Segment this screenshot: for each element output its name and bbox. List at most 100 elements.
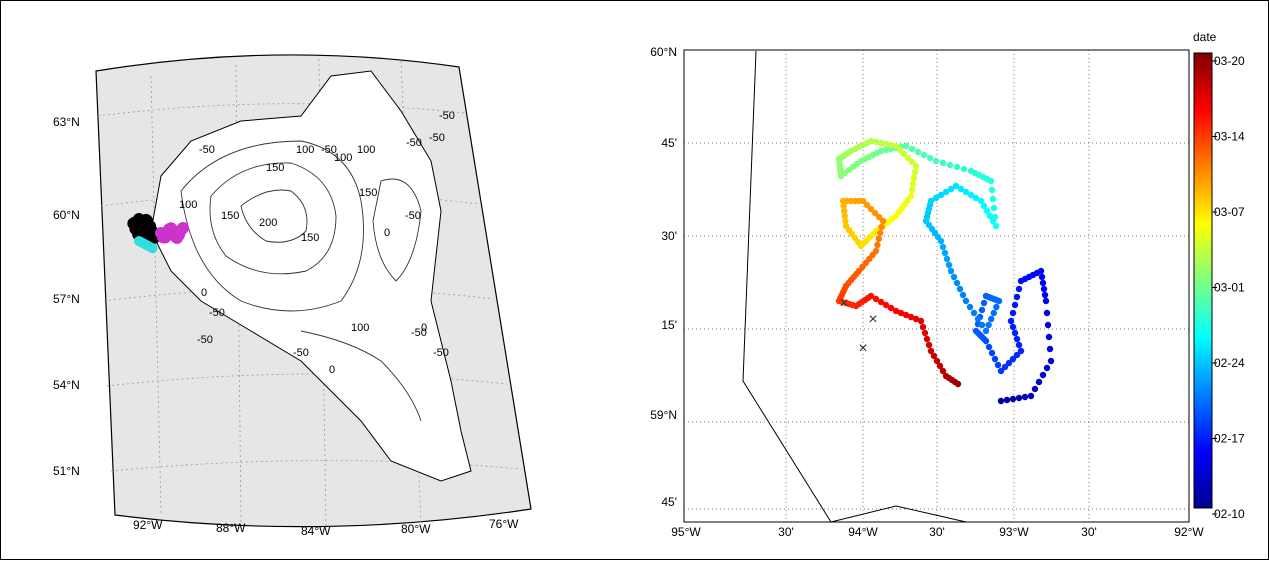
track-point — [939, 159, 947, 167]
track-point — [912, 315, 920, 323]
release-marker: × — [858, 340, 867, 357]
right-lon-label: 93°W — [999, 525, 1029, 539]
track-point — [875, 213, 883, 221]
colorbar-gradient — [1193, 52, 1213, 509]
contour-label: 100 — [296, 144, 314, 156]
contour-label: 150 — [266, 162, 284, 174]
track-point — [997, 367, 1005, 375]
track-point — [945, 261, 953, 269]
track-point — [953, 279, 961, 287]
track-point — [1045, 333, 1053, 341]
right-lon-label: 30' — [1081, 525, 1097, 539]
track-point — [900, 150, 908, 158]
track-point — [882, 301, 890, 309]
left-tracks — [127, 213, 189, 254]
colorbar-tick-label: 03-20 — [1214, 54, 1245, 68]
track-point — [1013, 351, 1021, 359]
track-point — [1027, 392, 1035, 400]
track-point — [995, 297, 1003, 305]
track-point — [877, 298, 885, 306]
track-point — [977, 197, 985, 205]
track-point — [989, 195, 997, 203]
track-point — [1009, 323, 1017, 331]
track-point — [1040, 285, 1048, 293]
track-point — [879, 217, 887, 225]
contour-label: -50 — [199, 144, 215, 156]
track-point — [871, 209, 879, 217]
track-point — [1043, 364, 1051, 372]
left-lat-label: 57°N — [53, 292, 80, 306]
track-point — [983, 207, 991, 215]
track-point — [967, 167, 975, 175]
track-point — [941, 249, 949, 257]
track-point — [1015, 341, 1023, 349]
contour-label: 100 — [179, 199, 197, 211]
track-point — [953, 163, 961, 171]
track-point — [991, 355, 999, 363]
track-point — [908, 186, 916, 194]
track-point — [993, 303, 1000, 311]
track-point — [917, 317, 925, 325]
track-point — [867, 205, 875, 213]
track-point — [904, 154, 912, 162]
track-point — [1013, 293, 1021, 301]
track-point — [908, 145, 916, 153]
contour-label: 150 — [359, 187, 377, 199]
track-point — [910, 174, 918, 182]
track-point — [974, 315, 982, 323]
contour-label: 100 — [357, 144, 375, 156]
track-point — [902, 311, 910, 319]
track-point — [896, 146, 904, 154]
track-point — [985, 343, 993, 351]
track-point — [842, 222, 850, 230]
right-lat-label: 59°N — [650, 408, 677, 422]
track-point — [978, 306, 986, 314]
track-point — [988, 349, 996, 357]
contour-label: -50 — [321, 144, 337, 156]
track-point — [957, 185, 965, 193]
track-point — [859, 197, 867, 205]
contour-label: 200 — [259, 217, 277, 229]
track-point — [992, 222, 1000, 230]
track-point — [877, 229, 884, 237]
track-point — [937, 191, 945, 199]
track-point — [909, 180, 917, 188]
track-point — [932, 157, 940, 165]
left-lon-label: 88°W — [216, 521, 246, 535]
track-point — [1009, 395, 1017, 403]
track-point — [936, 362, 944, 370]
left-lon-label: 84°W — [301, 524, 331, 538]
track-point — [980, 299, 988, 307]
track-point — [923, 335, 931, 343]
contour-label: -50 — [197, 334, 213, 346]
track-point — [950, 273, 958, 281]
right-lon-label: 30' — [929, 525, 945, 539]
track-point — [920, 151, 928, 159]
track-point — [1039, 371, 1047, 379]
track-point — [1046, 345, 1054, 353]
track-point — [1001, 363, 1009, 371]
track-point — [867, 137, 875, 145]
track-point — [956, 285, 964, 293]
track-point — [985, 321, 992, 329]
track-point — [874, 241, 881, 249]
right-tracks — [835, 137, 1055, 405]
right-lon-label: 94°W — [848, 525, 878, 539]
release-marker: × — [839, 295, 848, 312]
track-point — [967, 191, 975, 199]
track-point — [1047, 357, 1055, 365]
contour-label: 100 — [351, 322, 369, 334]
colorbar-tick-label: 02-10 — [1214, 507, 1245, 521]
track-point — [947, 267, 955, 275]
track-point — [939, 367, 947, 375]
contour-label: -50 — [411, 327, 427, 339]
track-point — [907, 313, 915, 321]
right-lon-label: 30' — [778, 525, 794, 539]
track-point — [1011, 329, 1019, 337]
track-point — [1009, 355, 1017, 363]
track-point — [927, 347, 935, 355]
